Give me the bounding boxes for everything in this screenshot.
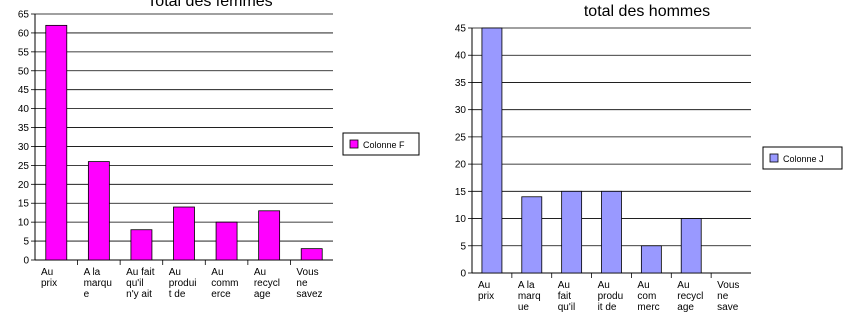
chart-title: total des hommes bbox=[584, 3, 710, 20]
y-tick-label: 25 bbox=[18, 161, 30, 172]
bar bbox=[173, 206, 195, 261]
x-tick-label: Vous ne save bbox=[717, 280, 739, 313]
x-tick-label: Vous ne savez bbox=[296, 267, 322, 300]
chart-femmes: Total des femmes Colonne F 0 5 10 15 20 25 30 3… bbox=[18, 0, 420, 300]
y-tick-label: 45 bbox=[455, 24, 467, 35]
bar bbox=[130, 229, 153, 261]
x-tick-label: Au fait qu'il n'y ait bbox=[126, 267, 155, 300]
y-tick-label: 25 bbox=[455, 132, 467, 143]
bar bbox=[258, 210, 281, 261]
bar bbox=[640, 245, 662, 274]
y-tick-label: 10 bbox=[455, 214, 467, 225]
y-tick-label: 40 bbox=[18, 104, 30, 115]
y-tick-label: 40 bbox=[455, 51, 467, 62]
legend-label: Colonne F bbox=[363, 140, 405, 150]
bar bbox=[601, 190, 622, 274]
x-tick-label: Au recycl age bbox=[254, 267, 280, 300]
bar bbox=[680, 218, 702, 274]
y-tick-label: 60 bbox=[18, 28, 30, 39]
x-tick-label: Au com merc bbox=[637, 280, 659, 313]
legend-box bbox=[342, 132, 420, 156]
x-tick-label: Au prix bbox=[41, 267, 57, 289]
y-tick-label: 55 bbox=[18, 47, 30, 58]
y-tick-label: 15 bbox=[18, 199, 30, 210]
x-tick-label: Au fait qu'il bbox=[558, 280, 575, 313]
legend-box bbox=[762, 146, 843, 170]
bar bbox=[215, 221, 238, 261]
y-tick-label: 35 bbox=[18, 123, 30, 134]
bar bbox=[45, 24, 68, 261]
bar bbox=[561, 190, 583, 274]
legend-swatch bbox=[769, 153, 779, 163]
y-tick-label: 45 bbox=[18, 85, 30, 96]
bar bbox=[87, 161, 110, 261]
y-tick-label: 35 bbox=[455, 78, 467, 89]
chart-hommes: total des hommes Colonne J 0 5 10 15 20 25 30 3… bbox=[455, 3, 843, 313]
y-tick-label: 30 bbox=[18, 142, 30, 153]
y-tick-label: 50 bbox=[18, 66, 30, 77]
bar bbox=[300, 248, 323, 261]
y-tick-label: 0 bbox=[23, 256, 29, 267]
bar bbox=[481, 27, 503, 274]
x-tick-label: Au prix bbox=[478, 280, 494, 302]
x-tick-label: Au recycl age bbox=[677, 280, 703, 313]
legend-label: Colonne J bbox=[783, 154, 824, 164]
y-tick-label: 10 bbox=[18, 218, 30, 229]
y-tick-label: 0 bbox=[460, 269, 466, 280]
y-tick-label: 65 bbox=[18, 10, 30, 21]
y-tick-label: 20 bbox=[455, 160, 467, 171]
y-tick-label: 5 bbox=[23, 237, 29, 248]
bar bbox=[521, 196, 543, 274]
chart-title: Total des femmes bbox=[147, 0, 272, 10]
y-tick-label: 20 bbox=[18, 180, 30, 191]
x-tick-label: Au comm erce bbox=[211, 267, 238, 300]
y-tick-label: 5 bbox=[460, 241, 466, 252]
y-tick-label: 15 bbox=[455, 187, 467, 198]
legend-swatch bbox=[349, 139, 359, 149]
y-tick-label: 30 bbox=[455, 105, 467, 116]
